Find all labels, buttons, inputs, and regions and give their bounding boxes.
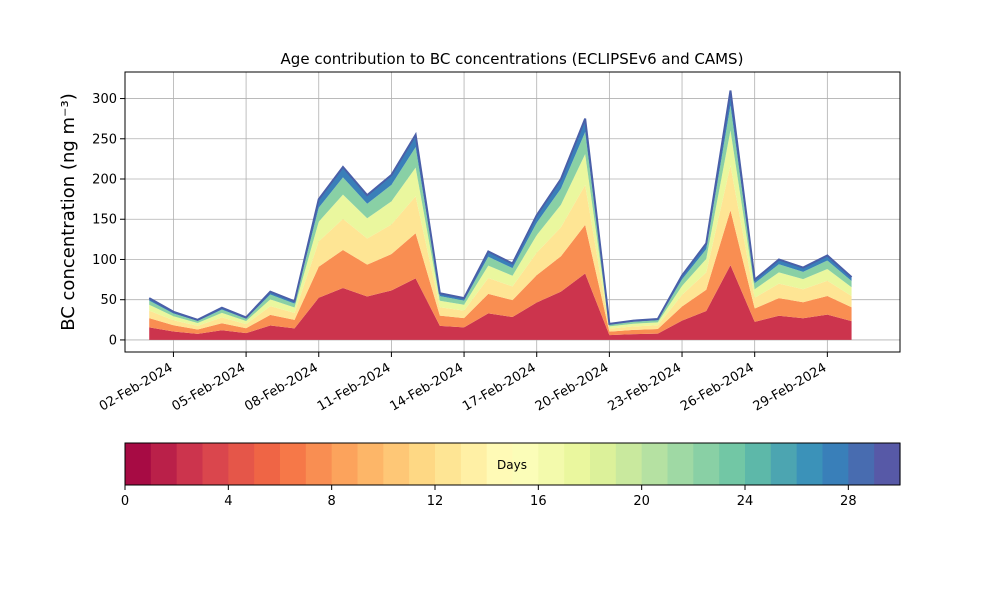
colorbar-tick-label: 4 xyxy=(224,494,232,509)
x-axis: 02-Feb-202405-Feb-202408-Feb-202411-Feb-… xyxy=(97,352,829,414)
x-tick-label: 02-Feb-2024 xyxy=(97,360,176,414)
x-tick-label: 08-Feb-2024 xyxy=(242,360,321,414)
x-tick-label: 29-Feb-2024 xyxy=(751,360,830,414)
colorbar-segment xyxy=(254,443,281,485)
colorbar-label: Days xyxy=(497,458,527,472)
colorbar-segment xyxy=(435,443,462,485)
colorbar-segment xyxy=(409,443,436,485)
colorbar-segment xyxy=(538,443,565,485)
colorbar-ticks: 0 4 8 12 16 20 24 28 xyxy=(121,485,857,509)
colorbar-segment xyxy=(512,443,539,485)
x-tick-label: 20-Feb-2024 xyxy=(533,360,612,414)
colorbar-tick-label: 8 xyxy=(328,494,336,509)
x-tick-label: 11-Feb-2024 xyxy=(315,360,394,414)
colorbar-segment xyxy=(848,443,875,485)
colorbar-segment xyxy=(641,443,669,485)
x-tick-label: 14-Feb-2024 xyxy=(388,360,467,414)
colorbar-segment xyxy=(874,443,901,485)
y-tick-label: 100 xyxy=(92,253,117,268)
colorbar xyxy=(125,443,901,485)
colorbar-segment xyxy=(590,443,617,485)
colorbar-segment xyxy=(667,443,694,485)
y-tick-label: 250 xyxy=(92,132,117,147)
colorbar-segment xyxy=(280,443,307,485)
colorbar-tick-label: 28 xyxy=(840,494,857,509)
y-axis: 0 50 100 150 200 250 300 xyxy=(92,92,125,348)
total-line xyxy=(148,90,853,325)
colorbar-segment xyxy=(486,443,514,485)
y-axis-label: BC concentration (ng m⁻³) xyxy=(58,93,79,331)
colorbar-segment xyxy=(796,443,824,485)
colorbar-tick-label: 20 xyxy=(633,494,650,509)
colorbar-segment xyxy=(615,443,643,485)
x-tick-label: 26-Feb-2024 xyxy=(678,360,757,414)
plot-frame xyxy=(124,71,901,353)
y-tick-label: 150 xyxy=(92,213,117,228)
y-tick-label: 50 xyxy=(100,293,117,308)
x-tick-label: 23-Feb-2024 xyxy=(605,360,684,414)
colorbar-tick-label: 0 xyxy=(121,494,129,509)
colorbar-tick-label: 24 xyxy=(737,494,754,509)
x-tick-label: 05-Feb-2024 xyxy=(170,360,249,414)
y-tick-label: 0 xyxy=(109,333,117,348)
grid xyxy=(125,72,900,352)
colorbar-segment xyxy=(125,443,152,485)
colorbar-segment xyxy=(305,443,333,485)
age-band-area xyxy=(149,210,852,336)
colorbar-segment xyxy=(770,443,798,485)
colorbar-segment xyxy=(460,443,488,485)
colorbar-segment xyxy=(331,443,359,485)
age-band-area xyxy=(149,265,852,340)
colorbar-segment xyxy=(719,443,746,485)
x-tick-label: 17-Feb-2024 xyxy=(460,360,539,414)
colorbar-segment xyxy=(822,443,849,485)
colorbar-segment xyxy=(357,443,384,485)
colorbar-segment xyxy=(564,443,591,485)
colorbar-segment xyxy=(745,443,772,485)
colorbar-segment xyxy=(150,443,178,485)
colorbar-segment xyxy=(383,443,410,485)
colorbar-frame xyxy=(124,442,901,486)
colorbar-segment xyxy=(202,443,229,485)
colorbar-segment xyxy=(693,443,720,485)
y-tick-label: 200 xyxy=(92,173,117,188)
age-bands xyxy=(149,90,852,340)
colorbar-segment xyxy=(228,443,255,485)
colorbar-tick-label: 12 xyxy=(427,494,444,509)
colorbar-segment xyxy=(176,443,204,485)
y-tick-label: 300 xyxy=(92,92,117,107)
chart-title: Age contribution to BC concentrations (E… xyxy=(281,50,744,68)
colorbar-tick-label: 16 xyxy=(530,494,547,509)
